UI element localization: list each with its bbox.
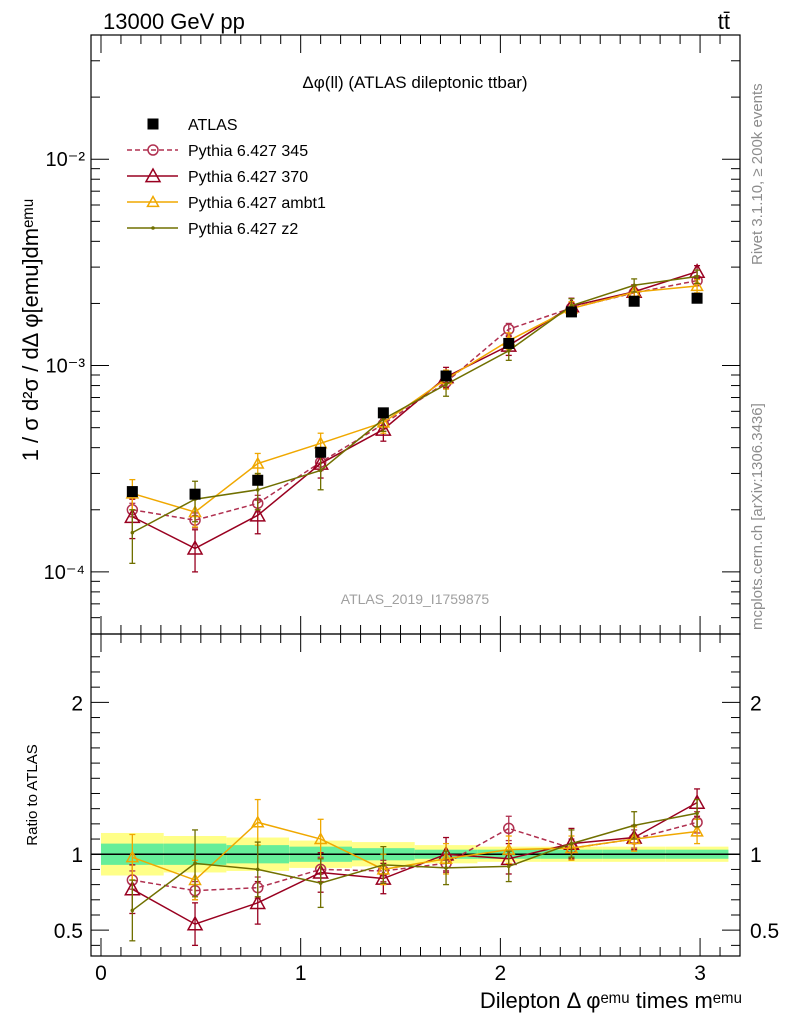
data-point	[130, 530, 135, 535]
data-point	[189, 488, 201, 500]
plot-title: Δφ(ll) (ATLAS dileptonic ttbar)	[302, 73, 527, 92]
legend-label: ATLAS	[188, 117, 238, 134]
x-axis-label: Dilepton Δ φᵉᵐᵘ times mᵉᵐᵘ	[480, 988, 742, 1013]
data-point	[186, 539, 204, 555]
data-point	[313, 832, 328, 845]
x-tick-label: 0	[95, 962, 107, 985]
data-point	[193, 861, 197, 866]
data-point	[249, 894, 267, 910]
main-ylabel: 1 / σ d²σ / dΔ φ[emu]dmᵉᵐᵘ	[18, 199, 43, 462]
legend-marker	[146, 194, 160, 208]
header-left: 13000 GeV pp	[103, 9, 245, 34]
series-line	[131, 270, 698, 550]
data-point	[695, 811, 699, 816]
data-point	[690, 824, 704, 837]
legend-label: Pythia 6.427 ambt1	[188, 195, 326, 212]
data-point	[440, 370, 452, 382]
legend-item-pythia-6-427-z2: Pythia 6.427 z2	[127, 221, 298, 238]
data-point	[506, 348, 511, 353]
data-point	[315, 446, 327, 458]
ratio-y-tick-label-right: 0.5	[750, 920, 779, 943]
legend-item-pythia-6-427-370: Pythia 6.427 370	[127, 167, 308, 186]
series-pythia-6-427-370	[124, 263, 706, 573]
rivet-label: Rivet 3.1.10, ≥ 200k events	[749, 83, 766, 265]
data-point	[249, 506, 267, 522]
data-point	[250, 456, 265, 469]
main-axis-ticks: 10⁻⁴ 10⁻³ 10⁻²	[44, 34, 740, 635]
data-point	[318, 468, 323, 473]
series-line	[132, 821, 698, 881]
legend: ATLAS Pythia 6.427 345 Pythia 6.427 370 Pyt…	[127, 117, 326, 238]
y-tick-label: 10⁻⁴	[44, 562, 85, 584]
ratio-y-tick-label-right: 1	[750, 844, 762, 867]
ratio-ylabel: Ratio to ATLAS	[24, 744, 41, 845]
data-point	[690, 278, 704, 292]
data-point	[695, 274, 699, 279]
ratio-plot-frame	[90, 633, 741, 957]
data-point	[377, 407, 389, 419]
series-pythia-6-427-z2	[129, 269, 701, 564]
legend-item-pythia-6-427-ambt1: Pythia 6.427 ambt1	[127, 194, 326, 212]
x-tick-label: 3	[694, 962, 706, 985]
legend-label: Pythia 6.427 z2	[188, 221, 298, 238]
y-tick-label: 10⁻²	[46, 149, 86, 171]
data-point	[444, 382, 448, 387]
data-point	[503, 337, 515, 349]
legend-item-atlas: ATLAS	[147, 117, 238, 134]
data-point	[444, 866, 448, 870]
ratio-series-group	[124, 788, 706, 947]
ratio-y-tick-label-right: 2	[750, 692, 762, 715]
data-point	[255, 867, 260, 872]
header-right: tt̄	[718, 9, 730, 34]
legend-marker	[147, 118, 159, 130]
data-point	[565, 306, 577, 318]
legend-marker	[151, 226, 155, 230]
data-point	[628, 295, 640, 307]
analysis-watermark: ATLAS_2019_I1759875	[341, 591, 490, 607]
x-tick-label: 1	[295, 962, 307, 985]
data-point	[506, 864, 511, 869]
legend-marker	[144, 167, 162, 183]
mcplots-label: mcplots.cern.ch [arXiv:1306.3436]	[749, 403, 766, 630]
x-tick-label: 2	[495, 962, 507, 985]
data-point	[632, 283, 636, 288]
ratio-axis-ticks: 0 1 2 3 0.5 0.5 1 1 2 2	[54, 634, 779, 985]
data-point	[503, 822, 515, 835]
legend-label: Pythia 6.427 370	[188, 169, 308, 186]
data-point	[691, 292, 703, 304]
series-line	[131, 812, 698, 912]
ratio-y-tick-label: 2	[71, 692, 83, 715]
legend-item-pythia-6-427-345: Pythia 6.427 345	[127, 143, 308, 160]
legend-marker	[147, 144, 159, 156]
data-point	[375, 420, 392, 436]
data-point	[130, 908, 135, 913]
y-tick-label: 10⁻³	[46, 356, 86, 378]
series-line	[132, 285, 698, 513]
ratio-y-tick-label: 1	[71, 844, 83, 867]
data-point	[255, 487, 260, 492]
main-series-group	[124, 263, 706, 573]
legend-label: Pythia 6.427 345	[188, 143, 308, 160]
data-point	[186, 915, 204, 931]
data-point	[252, 474, 264, 486]
series-atlas	[126, 292, 703, 500]
data-point	[318, 881, 323, 885]
data-point	[632, 823, 636, 828]
data-point	[250, 815, 265, 828]
ratio-y-tick-label: 0.5	[54, 920, 83, 943]
series-pythia-6-427-z2	[129, 798, 701, 942]
data-point	[381, 863, 386, 867]
data-point	[569, 841, 574, 846]
data-point	[125, 850, 140, 863]
data-point	[126, 486, 138, 498]
series-line	[131, 275, 698, 534]
